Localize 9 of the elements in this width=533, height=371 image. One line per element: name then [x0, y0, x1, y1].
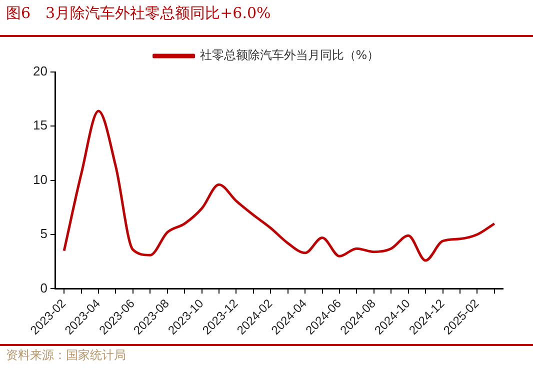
- y-tick-label: 15: [32, 118, 48, 133]
- line-series: [62, 110, 496, 262]
- y-tick-label: 10: [32, 172, 48, 187]
- y-tick-label: 20: [32, 64, 48, 79]
- text: 资料来源：国家统计局: [6, 347, 126, 364]
- chart-title: 图6 3月除汽车外社零总额同比+6.0%: [6, 4, 271, 23]
- y-tick-label: 0: [40, 280, 48, 296]
- legend-label: 社零总额除汽车外当月同比（%）: [200, 48, 380, 62]
- y-tick-label: 5: [40, 226, 48, 242]
